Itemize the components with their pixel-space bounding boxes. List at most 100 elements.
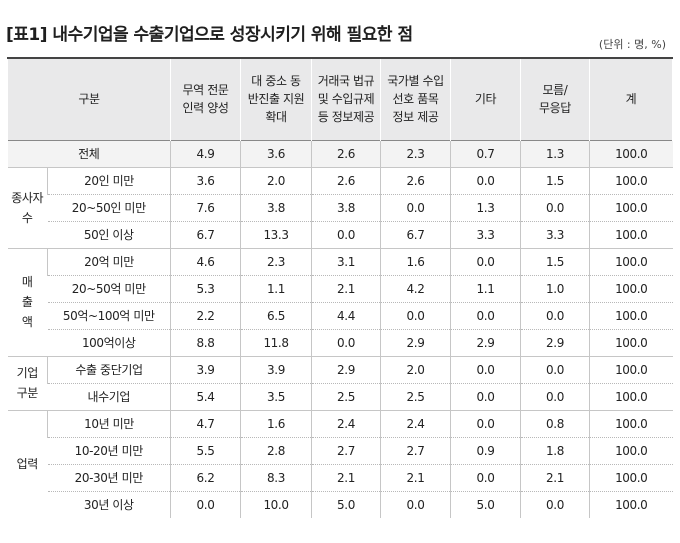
cell-value: 2.9 [311, 356, 381, 383]
cell-value: 100.0 [589, 248, 673, 275]
cell-value: 3.3 [450, 221, 521, 248]
group-label-line: 기업 [16, 366, 39, 380]
header-text: 기타 [474, 92, 497, 107]
row-label: 50인 이상 [83, 228, 134, 242]
cell-value: 0.0 [520, 383, 590, 410]
cell-value: 7.6 [170, 194, 241, 221]
table-row: 50억~100억 미만 2.2 6.5 4.4 0.0 0.0 0.0 100.0 [7, 302, 673, 329]
cell-value: 2.9 [520, 329, 590, 356]
table-row: 10-20년 미만 5.5 2.8 2.7 2.7 0.9 1.8 100.0 [7, 437, 673, 464]
cell-value: 100.0 [589, 302, 673, 329]
cell-value: 4.2 [380, 275, 451, 302]
unit-note: (단위 : 명, %) [598, 38, 666, 51]
cell-value: 0.0 [520, 302, 590, 329]
header-text: 등 정보제공 [317, 110, 375, 125]
cell-value: 0.0 [380, 491, 451, 518]
cell-value: 5.4 [170, 383, 241, 410]
cell-value: 0.0 [170, 491, 241, 518]
header-col-joint-entry: 대 중소 동 반진출 지원 확대 [240, 58, 312, 140]
cell-value: 1.6 [380, 248, 451, 275]
header-col-no-answer: 모름/ 무응답 [520, 58, 590, 140]
cell-value: 4.4 [311, 302, 381, 329]
cell-value: 1.3 [450, 194, 521, 221]
cell-value: 6.2 [170, 464, 241, 491]
cell-value: 3.1 [311, 248, 381, 275]
row-label: 30년 이상 [83, 498, 134, 513]
table-row: 종사자 수 20인 미만 3.6 2.0 2.6 2.6 0.0 1.5 100.0 [7, 166, 673, 248]
header-text: 반진출 지원 [247, 92, 305, 107]
table-row-total: 전체 4.9 3.6 2.6 2.3 0.7 1.3 100.0 [7, 140, 673, 167]
table-row: 내수기업 5.4 3.5 2.5 2.5 0.0 0.0 100.0 [7, 383, 673, 410]
cell-value: 6.5 [240, 302, 312, 329]
header-row: 구분 무역 전문 인력 양성 대 중소 동 반진출 지원 확대 거래국 법규 및… [7, 58, 673, 140]
cell-value: 0.0 [311, 221, 381, 248]
row-label: 10-20년 미만 [74, 444, 144, 458]
header-text: 계 [625, 92, 637, 107]
table-row: 30년 이상 0.0 10.0 5.0 0.0 5.0 0.0 100.0 [7, 491, 673, 518]
table-title: [표1] 내수기업을 수출기업으로 성장시키기 위해 필요한 점 [6, 25, 413, 45]
cell-value: 2.9 [450, 329, 521, 356]
cell-value: 100.0 [589, 437, 673, 464]
cell-value: 0.0 [520, 491, 590, 518]
row-label: 50억~100억 미만 [62, 309, 155, 323]
cell-value: 0.0 [450, 167, 521, 194]
header-text: 모름/ [542, 83, 568, 98]
cell-value: 0.0 [520, 356, 590, 383]
cell-value: 0.0 [450, 410, 521, 437]
cell-value: 0.0 [450, 302, 521, 329]
cell-value: 3.5 [240, 383, 312, 410]
table-row: 20~50인 미만 7.6 3.8 3.8 0.0 1.3 0.0 100.0 [7, 194, 673, 221]
cell-value: 2.0 [240, 167, 312, 194]
header-text: 국가별 수입 [387, 74, 444, 89]
header-text: 무응답 [539, 101, 571, 116]
cell-value: 100.0 [589, 329, 673, 356]
row-label: 내수기업 [87, 390, 131, 404]
cell-value: 2.1 [380, 464, 451, 491]
header-col-training: 무역 전문 인력 양성 [170, 58, 241, 140]
cell-value: 2.3 [380, 140, 451, 167]
table-row: 20~50억 미만 5.3 1.1 2.1 4.2 1.1 1.0 100.0 [7, 275, 673, 302]
table-row: 매 출 액 20억 미만 4.6 2.3 3.1 1.6 0.0 1.5 100.0 [7, 247, 673, 356]
cell-value: 0.0 [450, 464, 521, 491]
cell-value: 100.0 [589, 491, 673, 518]
cell-value: 5.0 [450, 491, 521, 518]
group-label-line: 구분 [16, 386, 39, 400]
cell-value: 1.0 [520, 275, 590, 302]
row-label: 100억이상 [81, 336, 136, 350]
group-label-line: 매 [21, 275, 33, 289]
cell-value: 100.0 [589, 356, 673, 383]
cell-value: 4.9 [170, 140, 241, 167]
header-text: 확대 [265, 110, 287, 125]
cell-value: 6.7 [380, 221, 451, 248]
cell-value: 13.3 [240, 221, 312, 248]
cell-value: 0.8 [520, 410, 590, 437]
cell-value: 5.5 [170, 437, 241, 464]
cell-value: 0.0 [450, 383, 521, 410]
header-col-total: 계 [589, 58, 673, 140]
cell-value: 3.6 [240, 140, 312, 167]
table-row: 20-30년 미만 6.2 8.3 2.1 2.1 0.0 2.1 100.0 [7, 464, 673, 491]
header-text: 선호 품목 [392, 92, 439, 107]
cell-value: 0.9 [450, 437, 521, 464]
cell-value: 1.1 [240, 275, 312, 302]
cell-value: 100.0 [589, 464, 673, 491]
data-table: 구분 무역 전문 인력 양성 대 중소 동 반진출 지원 확대 거래국 법규 및… [7, 57, 673, 518]
row-label: 20~50억 미만 [71, 282, 146, 296]
header-col-other: 기타 [450, 58, 521, 140]
cell-value: 0.0 [450, 356, 521, 383]
group-label-line: 업력 [16, 457, 39, 472]
cell-value: 100.0 [589, 275, 673, 302]
cell-value: 8.8 [170, 329, 241, 356]
row-label: 20인 미만 [47, 167, 171, 194]
cell-value: 2.5 [311, 383, 381, 410]
header-text: 인력 양성 [182, 101, 229, 116]
cell-value: 0.0 [311, 329, 381, 356]
cell-value: 2.7 [380, 437, 451, 464]
cell-value: 100.0 [589, 383, 673, 410]
cell-value: 2.1 [520, 464, 590, 491]
cell-value: 2.4 [311, 410, 381, 437]
cell-value: 2.1 [311, 464, 381, 491]
cell-value: 2.9 [380, 329, 451, 356]
group-label-line: 출 [21, 295, 33, 309]
